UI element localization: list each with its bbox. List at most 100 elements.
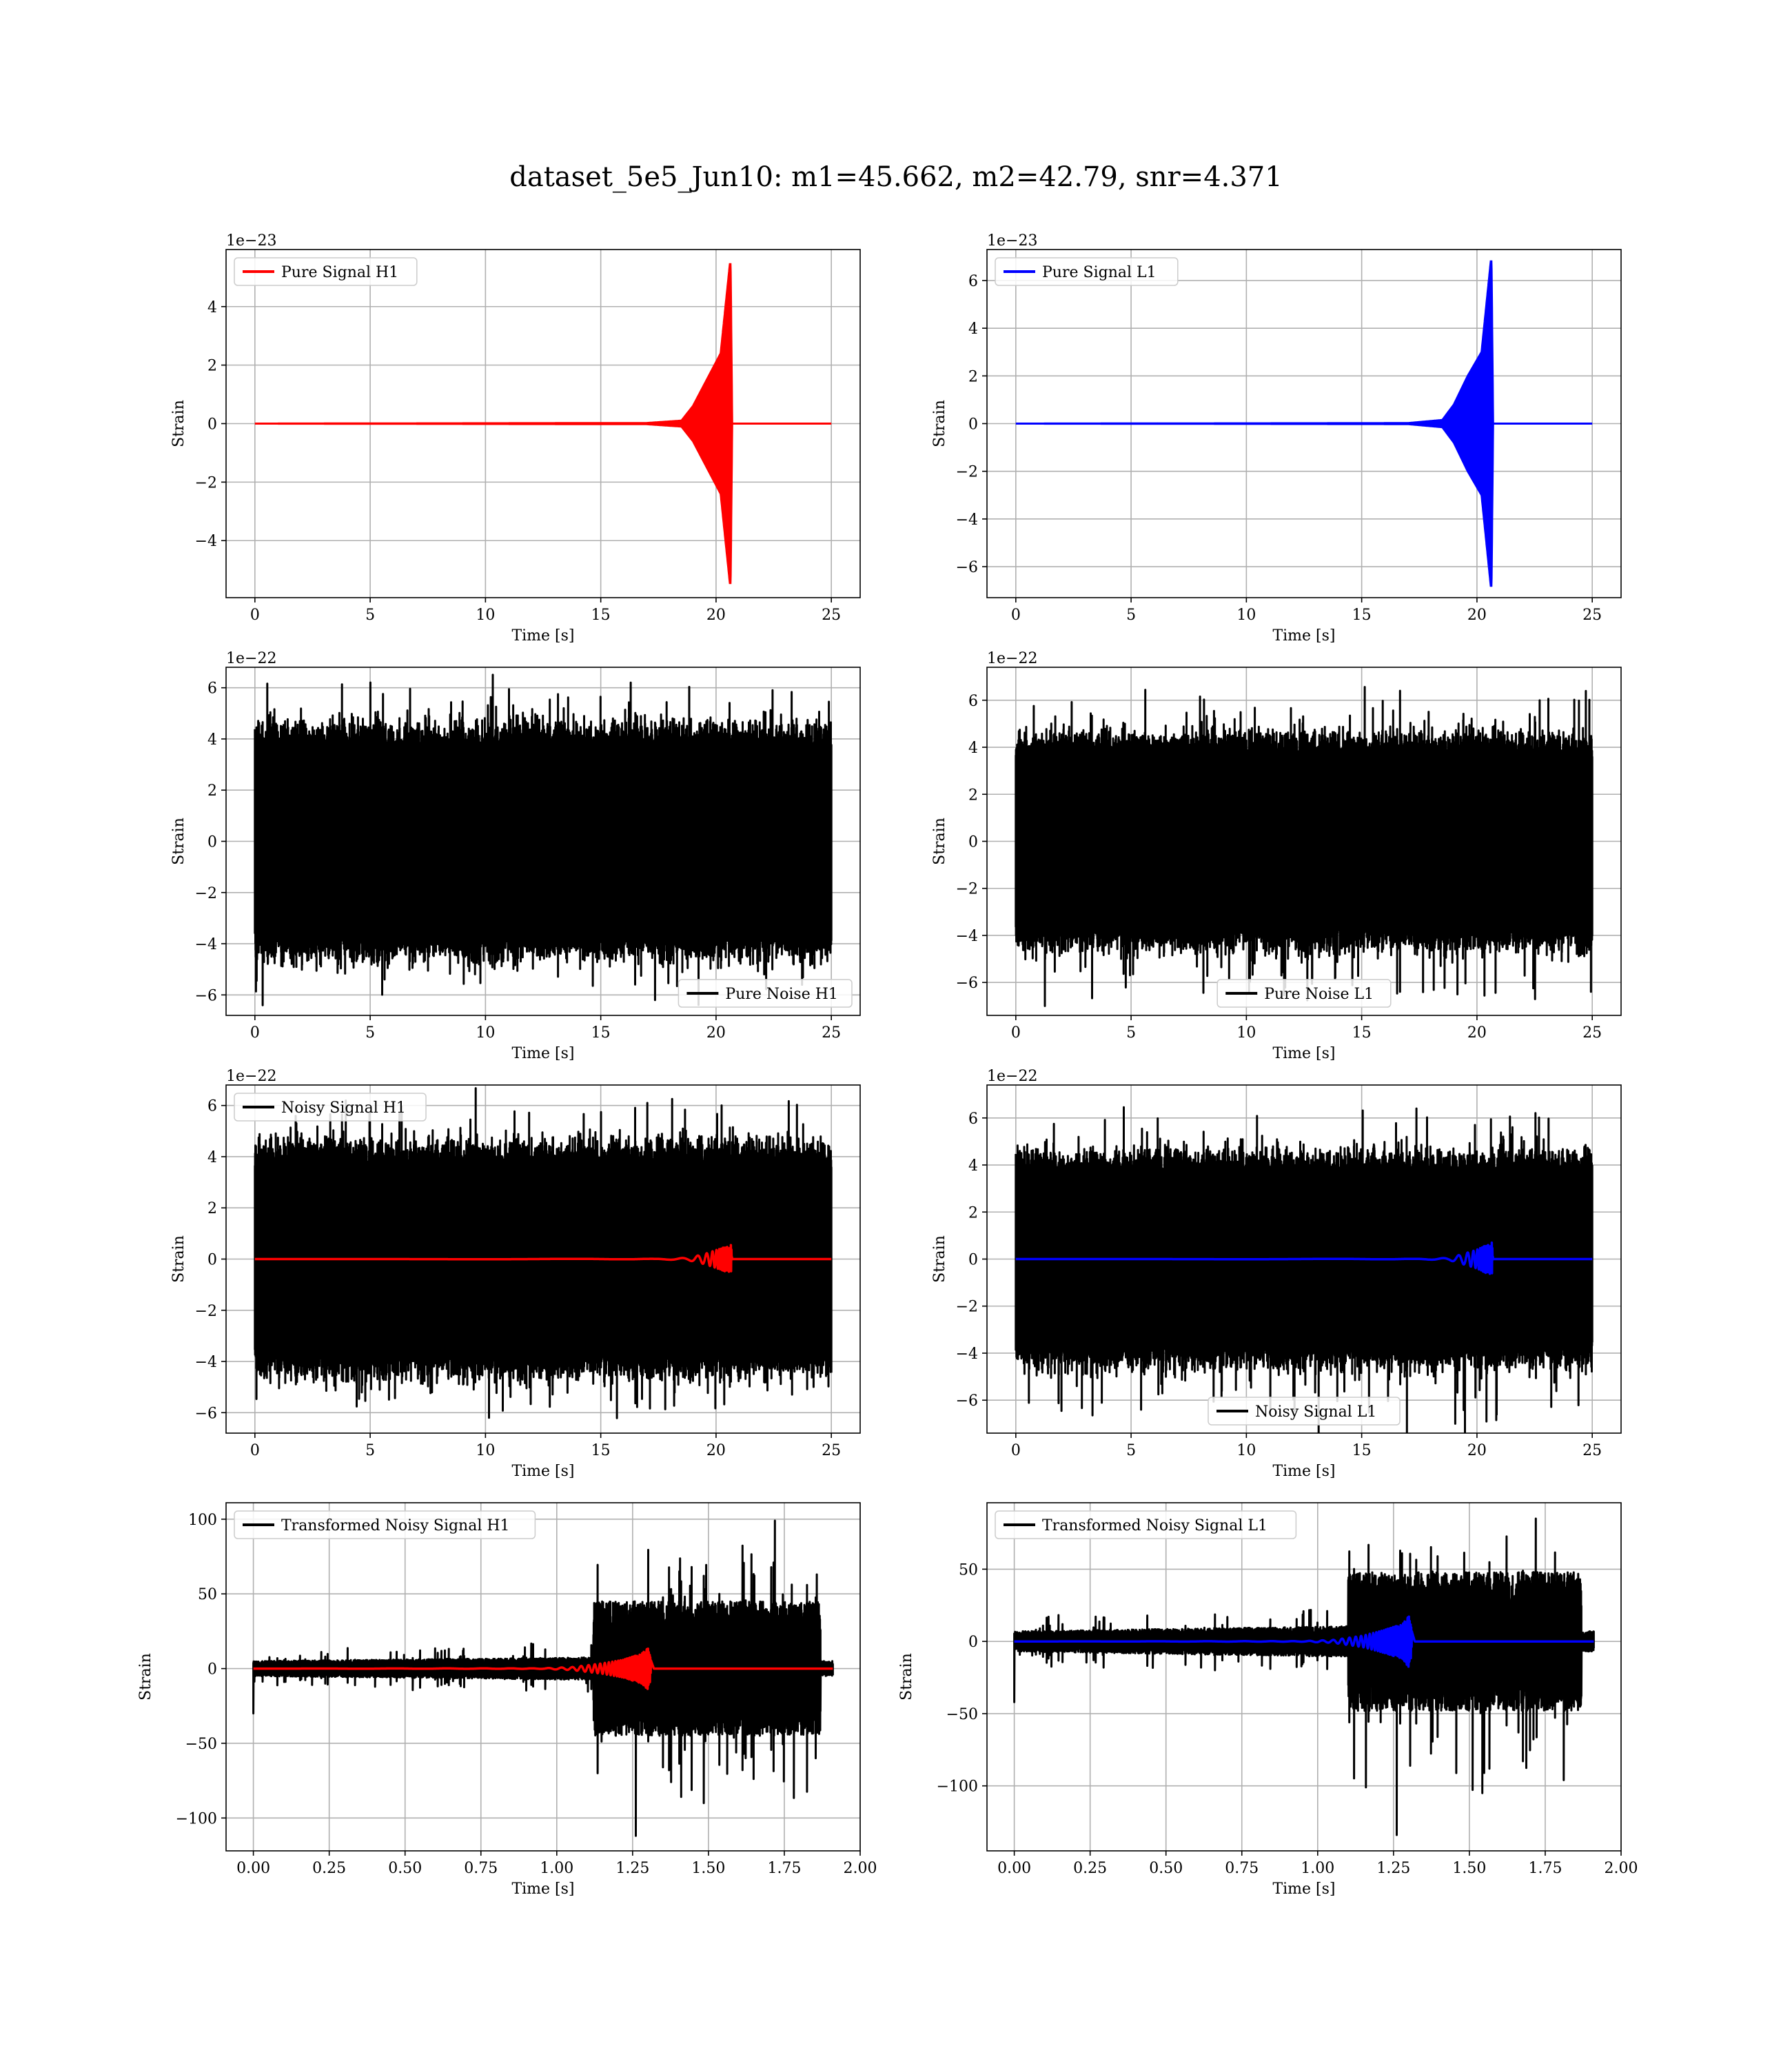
y-tick-label: 50	[959, 1561, 978, 1579]
y-tick-label: −6	[195, 1405, 217, 1422]
y-tick-label: 4	[968, 740, 978, 757]
x-tick-label: 0	[1011, 1024, 1021, 1042]
legend: Transformed Noisy Signal L1	[995, 1510, 1297, 1539]
y-tick-label: −4	[195, 1354, 217, 1371]
legend: Pure Noise L1	[1216, 979, 1392, 1008]
y-axis-label: Strain	[931, 400, 948, 447]
x-tick-label: 1.50	[691, 1860, 725, 1877]
x-tick-label: 5	[365, 1442, 375, 1459]
y-tick-label: 6	[968, 693, 978, 710]
y-tick-label: −2	[956, 881, 978, 898]
x-tick-label: 15	[591, 1024, 611, 1042]
series-line-pure-signal-h1	[254, 263, 832, 585]
y-tick-label: −2	[956, 1299, 978, 1316]
x-tick-label: 0.25	[312, 1860, 346, 1877]
x-tick-label: 5	[1126, 1024, 1136, 1042]
x-tick-label: 2.00	[1605, 1860, 1638, 1877]
y-tick-label: −100	[176, 1810, 217, 1827]
y-tick-label: −100	[937, 1778, 978, 1796]
x-tick-label: 5	[1126, 607, 1136, 624]
axes-frame	[986, 1502, 1622, 1852]
x-tick-label: 20	[706, 1024, 726, 1042]
x-tick-label: 0.75	[464, 1860, 498, 1877]
offset-text: 1e−22	[226, 1068, 276, 1085]
transformed-noisy-signal-l1-chart: 0.00 0.25 0.50 0.75 1.00 1.25 1.50 1.75 2.00 −100…	[898, 1502, 1638, 1898]
y-tick-label: −4	[956, 928, 978, 945]
noisy-signal-l1-chart: 0 5 10 15 20 25 −6 −4 −2 0 2 4 6 Time [s] Strain 1e−22 N…	[931, 1068, 1622, 1480]
x-tick-label: 10	[1236, 1024, 1256, 1042]
x-tick-label: 25	[822, 607, 841, 624]
x-tick-label: 20	[1467, 1442, 1487, 1459]
legend-label: Pure Noise L1	[1264, 986, 1374, 1003]
offset-text: 1e−23	[987, 232, 1037, 250]
y-axis-label: Strain	[137, 1653, 154, 1701]
x-tick-label: 10	[1236, 607, 1256, 624]
y-tick-label: 6	[207, 680, 217, 698]
x-axis-label: Time [s]	[511, 1881, 574, 1898]
y-tick-label: 50	[198, 1586, 217, 1603]
x-tick-label: 0.00	[236, 1860, 270, 1877]
legend-label: Transformed Noisy Signal H1	[281, 1517, 510, 1534]
x-tick-label: 0.75	[1225, 1860, 1259, 1877]
y-tick-label: 2	[207, 1200, 217, 1217]
x-tick-label: 5	[365, 607, 375, 624]
series-line-pure-noise-l1	[1015, 686, 1594, 1007]
y-tick-label: 2	[968, 368, 978, 385]
legend-label: Pure Signal L1	[1042, 264, 1157, 281]
y-tick-label: 2	[968, 1204, 978, 1221]
y-tick-label: 0	[968, 834, 978, 851]
x-tick-label: 0	[250, 607, 260, 624]
series-line-overlay	[1013, 1615, 1595, 1668]
legend-label: Noisy Signal L1	[1255, 1403, 1376, 1421]
x-tick-label: 0.25	[1073, 1860, 1107, 1877]
x-axis-label: Time [s]	[511, 1463, 574, 1480]
series-line-overlay	[1015, 1241, 1594, 1275]
y-tick-label: −6	[956, 975, 978, 992]
x-tick-label: 25	[1582, 1442, 1602, 1459]
y-tick-label: −6	[956, 1392, 978, 1410]
y-tick-label: −6	[195, 987, 217, 1004]
y-tick-label: 2	[207, 782, 217, 800]
y-tick-label: −50	[185, 1736, 217, 1753]
legend: Transformed Noisy Signal H1	[234, 1510, 536, 1539]
legend-label: Pure Signal H1	[281, 264, 398, 281]
y-tick-label: 4	[207, 1149, 217, 1166]
offset-text: 1e−23	[226, 232, 276, 250]
x-tick-label: 0	[1011, 607, 1021, 624]
x-tick-label: 10	[1236, 1442, 1256, 1459]
legend-label: Pure Noise H1	[725, 986, 838, 1003]
x-axis-label: Time [s]	[1272, 1463, 1335, 1480]
y-tick-label: 0	[968, 416, 978, 434]
figure-title: dataset_5e5_Jun10: m1=45.662, m2=42.79, …	[509, 161, 1282, 193]
series-line-pure-signal-l1	[1015, 260, 1593, 587]
x-tick-label: 0.50	[388, 1860, 422, 1877]
y-tick-label: 4	[968, 321, 978, 338]
y-tick-label: 0	[207, 834, 217, 851]
pure-noise-h1-chart: 0 5 10 15 20 25 −6 −4 −2 0 2 4 6 Time [s] Strain 1e−22 P…	[170, 650, 861, 1062]
legend-label: Transformed Noisy Signal L1	[1042, 1517, 1267, 1534]
axes-frame	[225, 1502, 861, 1852]
x-tick-label: 0	[1011, 1442, 1021, 1459]
y-axis-label: Strain	[170, 1235, 187, 1283]
series-line-overlay	[252, 1647, 834, 1690]
noisy-signal-h1-chart: 0 5 10 15 20 25 −6 −4 −2 0 2 4 6 Time [s] Strain 1e−22 N…	[170, 1068, 861, 1480]
x-tick-label: 15	[1352, 1024, 1372, 1042]
x-tick-label: 10	[476, 607, 495, 624]
y-tick-label: 4	[207, 731, 217, 749]
series-line-pure-noise-h1	[254, 673, 833, 1006]
pure-noise-l1-chart: 0 5 10 15 20 25 −6 −4 −2 0 2 4 6 Time [s] Strain 1e−22 P…	[931, 650, 1622, 1062]
x-tick-label: 1.75	[767, 1860, 801, 1877]
y-tick-label: 0	[207, 416, 217, 434]
y-tick-label: 4	[207, 299, 217, 316]
y-tick-label: −6	[956, 559, 978, 576]
x-tick-label: 20	[1467, 1024, 1487, 1042]
y-tick-label: −4	[956, 511, 978, 529]
x-axis-label: Time [s]	[1272, 1045, 1335, 1062]
y-tick-label: 2	[207, 358, 217, 375]
x-tick-label: 15	[591, 1442, 611, 1459]
x-axis-label: Time [s]	[511, 627, 574, 645]
legend: Noisy Signal L1	[1208, 1397, 1401, 1426]
y-tick-label: −2	[195, 474, 217, 491]
y-tick-label: 6	[968, 1111, 978, 1128]
